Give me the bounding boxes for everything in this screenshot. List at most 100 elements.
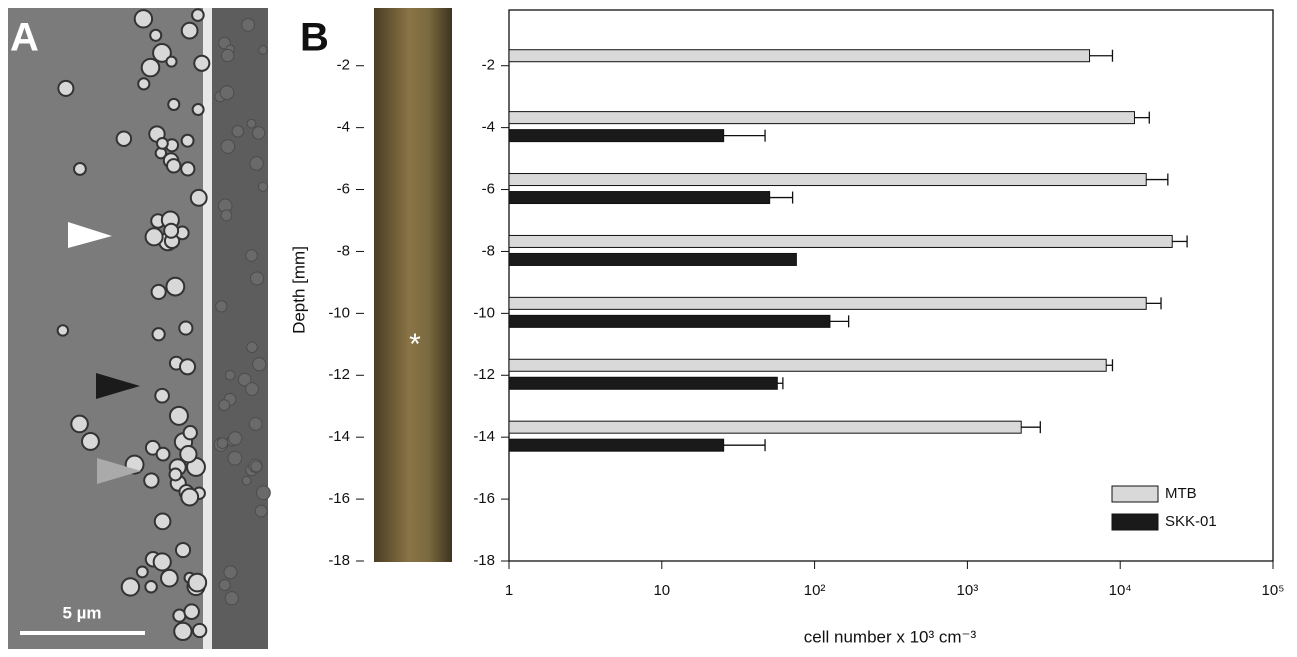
vesicle [249,418,262,431]
vesicle [220,86,234,100]
cell [180,446,196,462]
cell [192,9,204,21]
y-tick-label: -2 [482,57,495,74]
cell [71,416,88,433]
vesicle [216,301,227,312]
vesicle [253,358,266,371]
y-tick-label: -10 [473,304,495,321]
cell-wall [203,8,212,649]
error-bar [1090,50,1113,62]
cell [137,566,148,577]
vesicle [221,140,235,154]
bar [509,421,1021,433]
cell [155,514,171,530]
cell [155,389,169,403]
cell [152,285,166,299]
cell [150,30,161,41]
cell [193,104,204,115]
y-axis-title: Depth [mm] [289,246,308,334]
cell [169,469,181,481]
cell [145,581,157,593]
cell [167,159,180,172]
error-bar [1172,235,1187,247]
error-bar [1021,421,1040,433]
bar [509,439,724,451]
error-bar [1146,174,1168,186]
legend-label: SKK-01 [1165,513,1217,530]
vesicle [251,461,262,472]
core-y-tick-label: -6 [337,181,350,198]
cell [193,624,206,637]
vesicle [258,182,267,191]
y-tick-label: -18 [473,552,495,569]
figure: 5 µmA B * Depth [mm] cell number x 10³ c… [0,0,1297,652]
cell [58,81,73,96]
vesicle [247,342,258,353]
cell [74,163,86,175]
vesicle [247,119,256,128]
vesicle [232,125,244,137]
vesicle [225,371,235,381]
bar [509,377,777,389]
vesicle [242,18,255,31]
cell [181,489,198,506]
cell [135,10,152,27]
x-tick-label: 10⁵ [1262,582,1285,599]
y-tick-label: -4 [482,119,495,136]
vesicle [219,580,230,591]
core-y-tick-label: -4 [337,119,350,136]
legend-swatch [1112,514,1158,530]
cell [182,23,198,39]
y-tick-label: -8 [482,242,495,259]
cell [191,190,207,206]
cell [152,328,164,340]
x-tick-label: 10² [804,582,826,599]
cell [146,228,163,245]
cell [181,162,194,175]
vesicle [242,476,251,485]
y-tick-label: -16 [473,490,495,507]
vesicle [257,486,271,500]
cell [117,131,131,145]
plot-frame [509,10,1273,561]
vesicle [246,250,258,262]
vesicle [250,272,263,285]
cell [179,321,192,334]
micrograph: 5 µmA [8,8,270,649]
x-axis-title: cell number x 10³ cm⁻³ [804,627,977,646]
x-tick-label: 10³ [957,582,979,599]
x-tick-label: 10⁴ [1109,582,1132,599]
core-y-tick-label: -8 [337,242,350,259]
sediment-core [374,8,452,562]
error-bar [1106,359,1112,371]
cell [166,57,176,67]
core-marker: * [409,328,421,361]
bar [509,192,770,204]
cell [154,553,171,570]
bar [509,253,796,265]
error-bar [1146,297,1161,309]
cell [157,138,168,149]
legend-swatch [1112,486,1158,502]
cell [180,359,195,374]
vesicle [228,451,242,465]
core-y-tick-label: -2 [337,57,350,74]
cell [168,99,179,110]
error-bar [777,377,783,389]
vesicle [221,210,232,221]
legend-label: MTB [1165,485,1197,502]
error-bar [830,315,849,327]
vesicle [224,566,237,579]
vesicle [229,432,242,445]
cell [188,574,206,592]
cell [138,78,149,89]
cell [144,473,158,487]
panel-label: B [300,16,329,60]
bar [509,130,724,142]
cell-wall-region [212,8,268,649]
core-y-tick-label: -18 [328,552,350,569]
vesicle [219,400,230,411]
panel-label: A [10,16,39,60]
cell [170,407,188,425]
vesicle [222,49,234,61]
